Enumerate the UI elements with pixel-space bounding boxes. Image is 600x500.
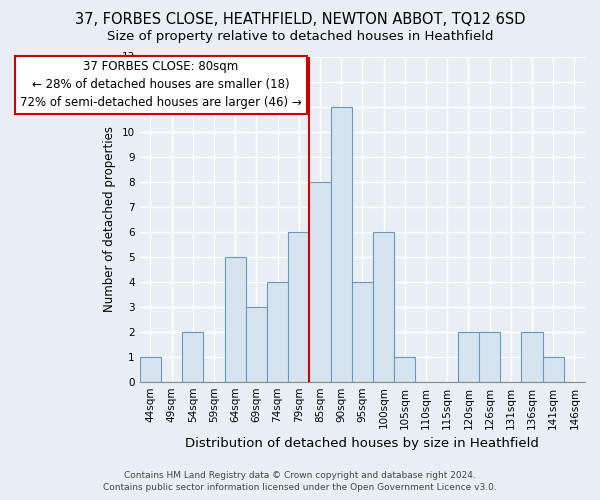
Text: 37 FORBES CLOSE: 80sqm
← 28% of detached houses are smaller (18)
72% of semi-det: 37 FORBES CLOSE: 80sqm ← 28% of detached…: [20, 60, 302, 110]
Bar: [267, 282, 288, 382]
Bar: [352, 282, 373, 382]
Bar: [140, 356, 161, 382]
Bar: [331, 106, 352, 382]
Text: 37, FORBES CLOSE, HEATHFIELD, NEWTON ABBOT, TQ12 6SD: 37, FORBES CLOSE, HEATHFIELD, NEWTON ABB…: [75, 12, 525, 28]
Text: Size of property relative to detached houses in Heathfield: Size of property relative to detached ho…: [107, 30, 493, 43]
Bar: [542, 356, 564, 382]
Bar: [479, 332, 500, 382]
Bar: [521, 332, 542, 382]
Bar: [182, 332, 203, 382]
Bar: [288, 232, 310, 382]
X-axis label: Distribution of detached houses by size in Heathfield: Distribution of detached houses by size …: [185, 437, 539, 450]
Bar: [458, 332, 479, 382]
Bar: [310, 182, 331, 382]
Bar: [224, 256, 246, 382]
Bar: [246, 306, 267, 382]
Bar: [394, 356, 415, 382]
Text: Contains HM Land Registry data © Crown copyright and database right 2024.
Contai: Contains HM Land Registry data © Crown c…: [103, 471, 497, 492]
Bar: [373, 232, 394, 382]
Y-axis label: Number of detached properties: Number of detached properties: [103, 126, 116, 312]
